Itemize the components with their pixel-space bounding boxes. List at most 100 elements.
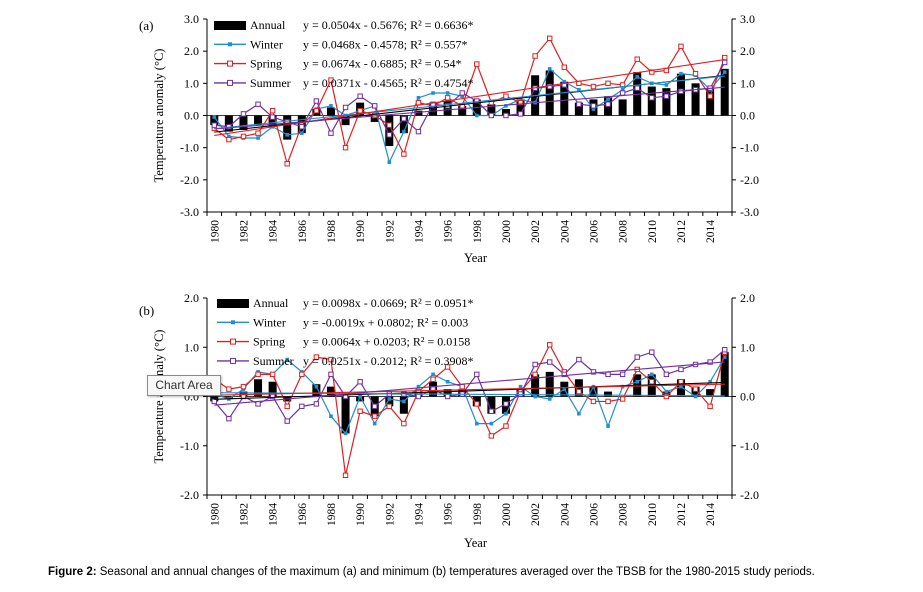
trend-equation-spring: y = 0.0674x - 0.6885; R² = 0.54* <box>303 57 461 71</box>
bar-annual <box>341 115 350 126</box>
trend-equation-winter: y = 0.0468x - 0.4578; R² = 0.557* <box>303 37 467 51</box>
point-summer <box>299 124 305 130</box>
point-spring <box>649 379 655 385</box>
x-tick-label: 2008 <box>618 220 630 243</box>
point-spring <box>386 403 392 410</box>
legend-entry-summer: Summer <box>250 76 291 90</box>
chart-panel-b[interactable]: (b)2.0 2.01.0 1.00.0 0.0-1.0 -1.0-2.0 -2.0198… <box>139 291 759 550</box>
chart-panel-a[interactable]: (a) 3.0 3.0 2.0 2.0 1.0 1.0 0.0 0.0 -1.0 -1.0 -2.0 -… <box>139 12 759 265</box>
figure-caption-label: Figure 2: <box>48 566 97 578</box>
point-winter <box>635 75 640 79</box>
legend-marker-spring <box>227 60 233 67</box>
point-summer <box>605 371 611 378</box>
point-winter <box>649 372 654 377</box>
y-tick-label-left: -3.0 <box>180 205 199 219</box>
trend-equation-winter: y = -0.0019x + 0.0802; R² = 0.003 <box>303 315 468 329</box>
x-tick-label: 1996 <box>443 220 455 243</box>
trend-equation-summer: y = 0.0251x - 0.2012; R² = 0.3908* <box>303 354 473 368</box>
point-spring <box>503 423 509 429</box>
point-spring <box>255 130 261 136</box>
point-summer <box>590 369 597 375</box>
point-summer <box>459 90 465 96</box>
point-spring <box>590 398 597 405</box>
y-tick-label-right: -2.0 <box>740 488 759 502</box>
point-winter <box>445 91 450 95</box>
x-tick-label: 2000 <box>501 220 513 243</box>
legend-entry-summer: Summer <box>253 354 294 368</box>
point-summer <box>269 114 276 120</box>
bar-annual <box>633 72 642 116</box>
x-tick-label: 1996 <box>443 503 455 526</box>
point-winter <box>329 104 333 108</box>
point-summer <box>619 90 626 96</box>
bar-annual <box>385 115 394 147</box>
bar-annual <box>706 389 715 397</box>
point-spring <box>619 396 626 402</box>
point-summer <box>532 361 538 368</box>
point-winter <box>387 397 392 401</box>
x-tick-label: 2004 <box>559 503 571 526</box>
legend-marker-winter <box>231 320 235 325</box>
x-tick-label: 1988 <box>326 503 338 526</box>
panel-label: (b) <box>139 303 154 318</box>
point-summer <box>663 371 670 378</box>
x-tick-label: 2014 <box>705 503 717 526</box>
x-tick-label: 2008 <box>618 503 630 526</box>
bar-annual <box>385 396 394 407</box>
bar-annual <box>574 379 583 397</box>
x-tick-label: 1990 <box>355 503 367 526</box>
y-tick-label-right: -3.0 <box>740 205 759 219</box>
bar-annual <box>429 102 438 116</box>
point-spring <box>707 93 713 99</box>
point-summer <box>488 408 495 414</box>
y-tick-label-left: -2.0 <box>180 173 199 187</box>
trend-line-summer <box>214 86 725 130</box>
point-winter <box>387 160 392 164</box>
x-tick-label: 1994 <box>413 220 425 243</box>
x-tick-label: 1982 <box>238 220 250 243</box>
legend-entry-spring: Spring <box>250 57 282 71</box>
bar-annual <box>706 88 715 116</box>
bar-annual <box>268 381 277 397</box>
bar-annual <box>604 391 613 397</box>
point-winter <box>679 71 683 76</box>
point-summer <box>313 98 320 104</box>
x-tick-label: 1984 <box>268 220 280 243</box>
point-winter <box>664 389 669 394</box>
point-winter <box>460 94 465 98</box>
x-tick-label: 1986 <box>297 503 309 526</box>
point-spring <box>255 371 261 378</box>
point-winter <box>518 97 523 102</box>
x-tick-label: 1982 <box>238 503 250 526</box>
point-spring <box>474 61 480 67</box>
point-spring <box>313 107 320 114</box>
x-tick-label: 1992 <box>384 503 396 526</box>
legend-entry-winter: Winter <box>253 315 286 329</box>
point-spring <box>386 122 392 128</box>
bar-annual <box>618 99 627 116</box>
x-tick-label: 1990 <box>355 220 367 243</box>
point-spring <box>299 371 305 378</box>
bar-annual <box>224 115 233 132</box>
y-tick-label-left: 0.0 <box>184 109 199 123</box>
point-spring <box>663 393 670 400</box>
y-tick-label-right: 2.0 <box>740 291 755 305</box>
point-winter <box>606 424 610 428</box>
x-tick-label: 1988 <box>326 220 338 243</box>
point-summer <box>372 103 378 109</box>
x-tick-label: 2006 <box>588 220 600 243</box>
point-summer <box>590 103 597 109</box>
y-tick-label-left: 2.0 <box>184 44 199 58</box>
point-spring <box>722 54 728 61</box>
legend-swatch-annual <box>217 299 249 308</box>
y-tick-label-left: 1.0 <box>184 76 199 90</box>
legend-swatch-annual <box>214 21 246 30</box>
point-spring <box>444 95 451 101</box>
point-winter <box>635 379 640 384</box>
bar-annual <box>458 105 467 116</box>
y-tick-label-right: 1.0 <box>740 76 755 90</box>
point-summer <box>415 128 422 135</box>
point-winter <box>299 131 304 135</box>
point-summer <box>605 101 611 107</box>
point-summer <box>517 391 524 397</box>
